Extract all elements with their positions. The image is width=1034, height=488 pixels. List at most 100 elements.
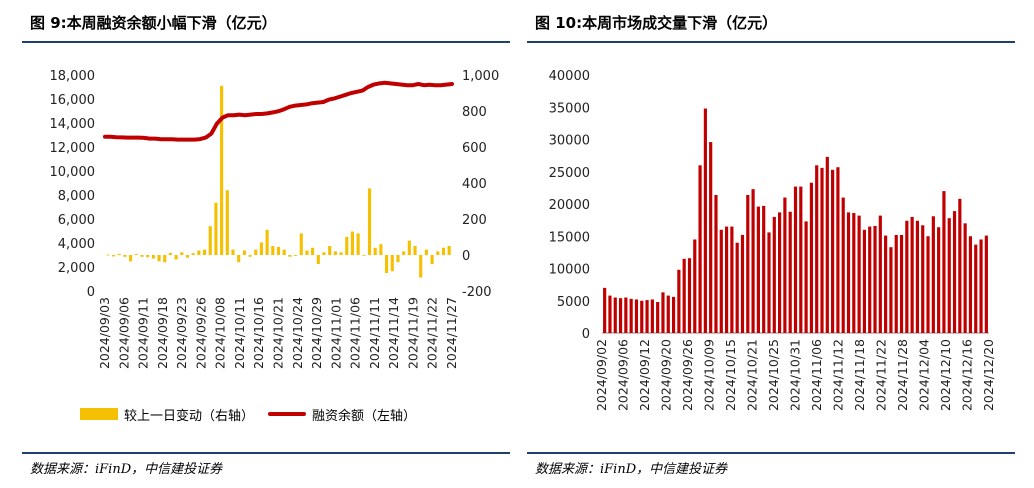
bar-turnover bbox=[767, 232, 771, 333]
y-axis-tick-label: 35000 bbox=[549, 101, 590, 116]
bar-daily-change bbox=[322, 252, 326, 255]
x-axis-tick-label: 2024/10/08 bbox=[213, 297, 228, 369]
x-axis-tick-label: 2024/09/20 bbox=[659, 339, 674, 411]
left-axis-tick-label: 16,000 bbox=[50, 93, 96, 108]
x-axis-tick-label: 2024/11/18 bbox=[852, 339, 867, 411]
bar-daily-change bbox=[356, 233, 360, 255]
bar-turnover bbox=[899, 234, 904, 333]
left-title-rule bbox=[22, 41, 510, 43]
bar-turnover bbox=[894, 234, 898, 333]
bar-daily-change bbox=[254, 249, 258, 255]
x-axis-tick-label: 2024/10/25 bbox=[766, 339, 781, 411]
bar-turnover bbox=[693, 239, 697, 333]
bar-turnover bbox=[788, 211, 792, 333]
bar-turnover bbox=[873, 225, 877, 333]
left-axis-tick-label: 14,000 bbox=[50, 117, 96, 132]
bar-daily-change bbox=[350, 231, 355, 255]
bar-turnover bbox=[878, 215, 882, 333]
bar-turnover bbox=[815, 165, 819, 333]
bar-daily-change bbox=[271, 246, 275, 255]
bar-turnover bbox=[889, 247, 893, 333]
bar-turnover bbox=[852, 213, 856, 333]
right-source: 数据来源：iFinD，中信建投证券 bbox=[535, 462, 728, 477]
right-bottom-rule bbox=[527, 452, 1015, 454]
bar-daily-change bbox=[259, 242, 263, 255]
bar-daily-change bbox=[225, 190, 229, 255]
right-axis-tick-label: 400 bbox=[462, 177, 487, 192]
bar-turnover bbox=[613, 297, 617, 333]
bar-turnover bbox=[868, 226, 872, 333]
x-axis-tick-label: 2024/09/02 bbox=[594, 339, 609, 411]
bar-turnover bbox=[608, 295, 612, 333]
bar-daily-change bbox=[242, 250, 246, 255]
x-axis-tick-label: 2024/10/31 bbox=[788, 339, 803, 411]
bar-daily-change bbox=[168, 252, 172, 255]
bar-turnover bbox=[724, 226, 729, 333]
bar-turnover bbox=[661, 292, 665, 333]
y-axis-tick-label: 20000 bbox=[549, 198, 590, 213]
x-axis-tick-label: 2024/11/06 bbox=[348, 297, 363, 369]
bar-turnover bbox=[698, 165, 702, 333]
x-axis-tick-label: 2024/12/16 bbox=[960, 339, 975, 411]
bar-turnover bbox=[979, 239, 983, 333]
x-axis-tick-label: 2024/09/06 bbox=[616, 339, 631, 411]
bar-turnover bbox=[968, 236, 973, 333]
bar-turnover bbox=[831, 169, 835, 333]
bar-turnover bbox=[931, 216, 935, 333]
bar-daily-change bbox=[129, 255, 133, 262]
bar-turnover bbox=[942, 191, 946, 333]
x-axis-tick-label: 2024/11/11 bbox=[367, 297, 382, 369]
bar-turnover bbox=[756, 206, 760, 333]
left-chart-svg: 0 2,000 4,000 6,000 8,000 10,000 12,000 14,000 1… bbox=[50, 69, 500, 369]
y-axis-tick-label: 15000 bbox=[549, 230, 590, 245]
left-source: 数据来源：iFinD，中信建投证券 bbox=[30, 462, 223, 477]
bar-daily-change bbox=[202, 249, 207, 255]
x-axis-tick-label: 2024/09/18 bbox=[155, 297, 170, 369]
bar-daily-change bbox=[123, 255, 127, 257]
bar-daily-change bbox=[396, 255, 400, 263]
bar-daily-change bbox=[117, 253, 121, 255]
x-axis-tick-label: 2024/09/06 bbox=[116, 297, 131, 369]
bar-turnover bbox=[645, 300, 649, 333]
bar-turnover bbox=[772, 216, 776, 333]
bar-turnover bbox=[746, 194, 750, 333]
right-axis-tick-label: 0 bbox=[462, 249, 470, 264]
x-axis-tick-label: 2024/11/22 bbox=[425, 297, 440, 369]
x-axis-tick-label: 2024/09/03 bbox=[97, 297, 112, 369]
bar-daily-change bbox=[345, 237, 349, 255]
bar-turnover bbox=[862, 229, 867, 333]
x-axis-tick-label: 2024/10/16 bbox=[251, 297, 266, 369]
bar-daily-change bbox=[174, 255, 178, 260]
x-axis-tick-label: 2024/09/26 bbox=[680, 339, 695, 411]
bar-turnover bbox=[841, 197, 845, 333]
bar-daily-change bbox=[305, 250, 309, 255]
legend-swatch-bar bbox=[80, 408, 118, 420]
bar-daily-change bbox=[413, 246, 417, 255]
right-axis-tick-label: 800 bbox=[462, 105, 487, 120]
x-axis-tick-label: 2024/11/22 bbox=[874, 339, 889, 411]
bar-turnover bbox=[740, 234, 745, 333]
bar-turnover bbox=[793, 186, 798, 333]
left-axis-tick-label: 0 bbox=[87, 285, 95, 300]
x-axis-tick-label: 2024/09/11 bbox=[136, 297, 151, 369]
bar-daily-change bbox=[407, 240, 411, 255]
left-chart-title: 图 9:本周融资余额小幅下滑（亿元） bbox=[30, 14, 277, 32]
bar-turnover bbox=[640, 300, 644, 333]
bar-turnover bbox=[682, 258, 686, 333]
bar-turnover bbox=[666, 295, 670, 333]
right-title-rule bbox=[527, 41, 1015, 43]
bar-daily-change bbox=[248, 255, 252, 257]
bar-turnover bbox=[884, 235, 888, 333]
bar-daily-change bbox=[134, 254, 138, 255]
bar-daily-change bbox=[191, 253, 195, 255]
bar-daily-change bbox=[265, 229, 269, 255]
bar-turnover bbox=[804, 221, 808, 333]
left-panel: 图 9:本周融资余额小幅下滑（亿元） 0 2,000 4,000 6,000 8,000… bbox=[22, 14, 510, 477]
left-bottom-rule bbox=[22, 452, 510, 454]
left-axis-tick-label: 18,000 bbox=[50, 69, 96, 84]
legend-swatch-line bbox=[268, 412, 307, 416]
bar-daily-change bbox=[163, 255, 167, 263]
x-axis-tick-label: 2024/11/27 bbox=[444, 297, 459, 369]
x-axis-tick-label: 2024/09/26 bbox=[193, 297, 208, 369]
x-axis-tick-label: 2024/10/09 bbox=[702, 339, 717, 411]
